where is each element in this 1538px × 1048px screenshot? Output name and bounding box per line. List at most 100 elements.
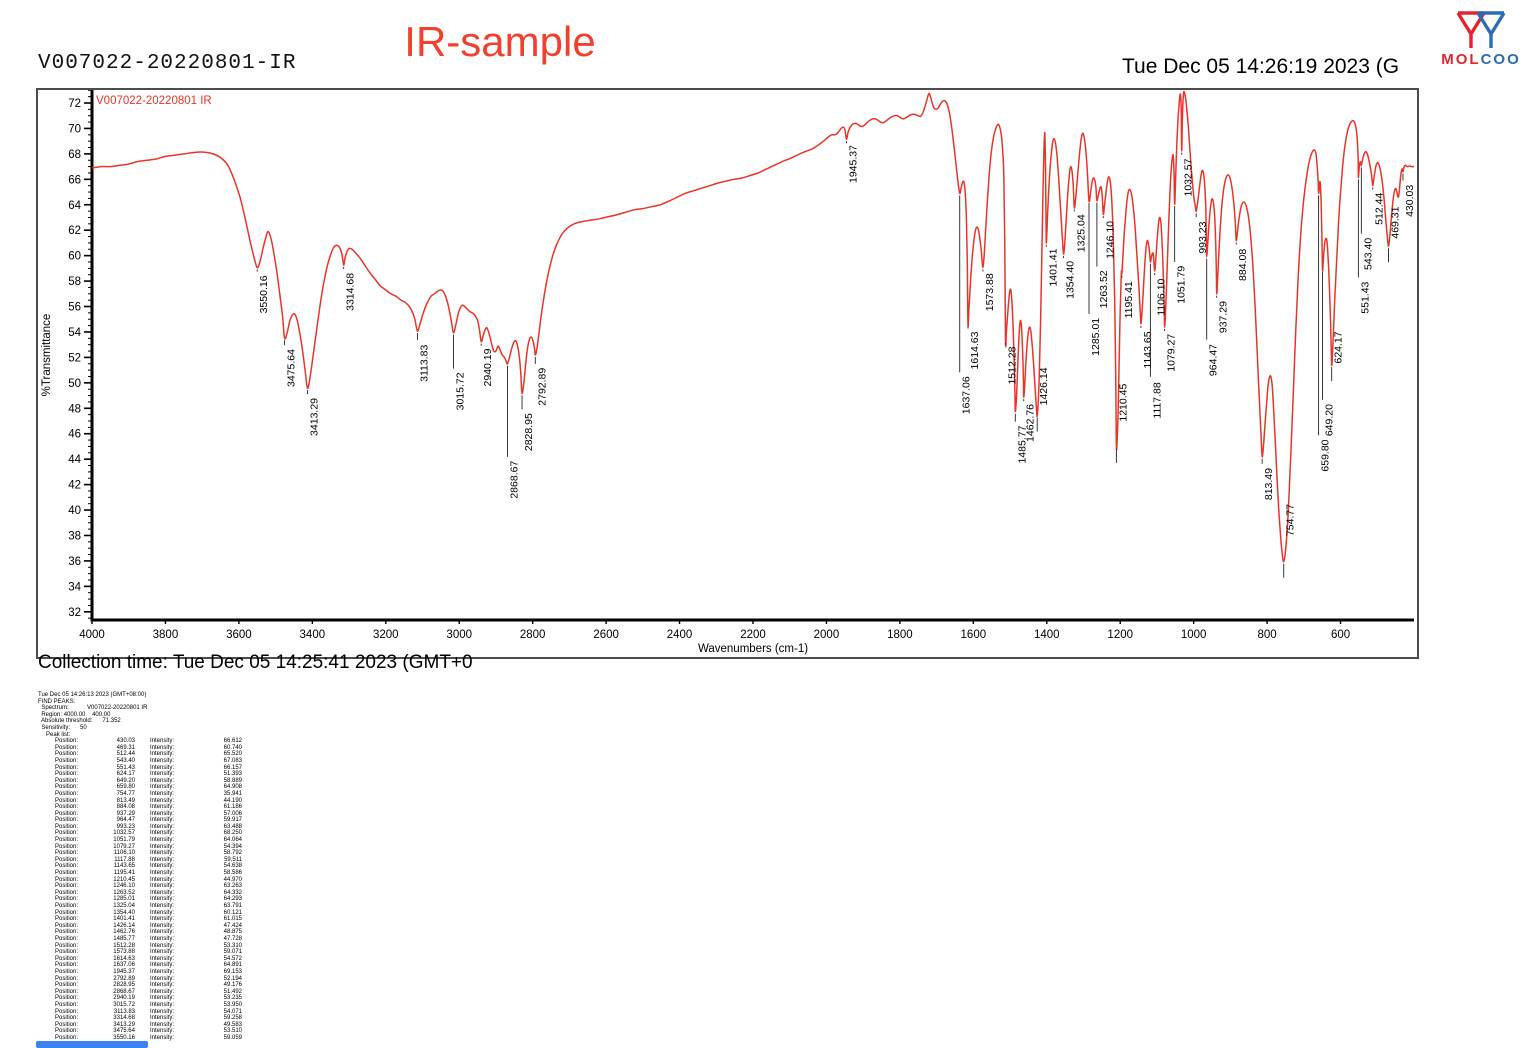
peak-table-row: Position: 1195.41 Intensity: 58.586: [55, 870, 242, 877]
peak-table-row: Position: 543.40 Intensity: 67.083: [55, 757, 242, 764]
peak-table-row: Position: 512.44 Intensity: 65.520: [55, 751, 242, 758]
peak-label: 3475.64: [286, 349, 298, 387]
y-tick-label: 62: [68, 225, 81, 237]
peak-label: 1637.06: [961, 376, 973, 414]
y-tick-label: 52: [68, 352, 81, 364]
x-tick-label: 800: [1258, 629, 1277, 641]
peak-table-row: Position: 624.17 Intensity: 51.393: [55, 771, 242, 778]
y-tick-label: 60: [68, 251, 81, 263]
y-tick-label: 48: [68, 403, 81, 415]
peak-label: 1032.57: [1183, 158, 1195, 196]
x-tick-label: 1000: [1181, 629, 1207, 641]
peak-table-row: Position: 1401.41 Intensity: 61.015: [55, 916, 242, 923]
peak-table-row: Position: 937.29 Intensity: 57.006: [55, 810, 242, 817]
peak-table-row: Position: 1117.88 Intensity: 59.511: [55, 856, 242, 863]
y-tick-label: 54: [68, 327, 81, 339]
peak-table-row: Position: 964.47 Intensity: 59.917: [55, 817, 242, 824]
x-tick-label: 1400: [1034, 629, 1060, 641]
peak-label: 469.31: [1390, 206, 1402, 238]
x-tick-label: 600: [1331, 629, 1350, 641]
peak-table-row: Position: 3475.64 Intensity: 53.510: [55, 1028, 242, 1035]
bottom-scroll-indicator[interactable]: [36, 1041, 148, 1048]
peak-label: 1285.01: [1090, 318, 1102, 356]
peak-table-row: Position: 993.23 Intensity: 63.488: [55, 823, 242, 830]
peak-label: 1210.45: [1117, 384, 1129, 422]
report-timestamp: Tue Dec 05 14:26:19 2023 (G: [1122, 55, 1400, 78]
peak-label: 3550.16: [258, 275, 270, 313]
peak-table-row: Position: 2828.95 Intensity: 49.176: [55, 982, 242, 989]
peak-table-row: Position: 1462.76 Intensity: 48.875: [55, 929, 242, 936]
y-tick-label: 46: [68, 429, 81, 441]
peak-table-row: Position: 1210.45 Intensity: 44.970: [55, 876, 242, 883]
x-tick-label: 2000: [814, 629, 840, 641]
peak-label: 1401.41: [1047, 248, 1059, 286]
peak-label: 3015.72: [454, 372, 466, 410]
x-tick-label: 2400: [667, 629, 693, 641]
y-tick-label: 58: [68, 276, 81, 288]
x-tick-label: 3800: [153, 629, 179, 641]
region-row: Region: 4000.00 400.00: [41, 711, 111, 718]
y-tick-label: 34: [68, 581, 81, 593]
flask-logo-icon: [1456, 11, 1506, 48]
peak-label: 3413.29: [308, 398, 320, 436]
peak-label: 430.03: [1404, 185, 1416, 217]
find-peaks-heading: FIND PEAKS:: [38, 698, 76, 705]
peak-label: 1246.10: [1104, 221, 1116, 259]
peak-table-row: Position: 1637.06 Intensity: 64.891: [55, 962, 242, 969]
x-tick-label: 3000: [446, 629, 472, 641]
peak-label: 937.29: [1218, 301, 1230, 333]
peak-label: 1485.77: [1016, 425, 1028, 463]
peak-label: 659.80: [1320, 439, 1332, 471]
peak-table-row: Position: 3413.29 Intensity: 49.583: [55, 1021, 242, 1028]
peak-label: 964.47: [1208, 344, 1220, 376]
y-tick-label: 32: [68, 607, 81, 619]
peak-table-row: Position: 813.49 Intensity: 44.190: [55, 797, 242, 804]
peak-table-row: Position: 1106.10 Intensity: 58.792: [55, 850, 242, 857]
x-tick-label: 3600: [226, 629, 252, 641]
peak-label: 1512.28: [1007, 346, 1019, 384]
peak-label: 2792.89: [536, 368, 548, 406]
peak-label: 1079.27: [1166, 334, 1178, 372]
y-tick-label: 38: [68, 530, 81, 542]
peak-label: 1195.41: [1123, 281, 1135, 318]
peak-label: 1325.04: [1075, 214, 1087, 252]
peak-table-row: Position: 1079.27 Intensity: 54.394: [55, 843, 242, 850]
peak-label: 1354.40: [1065, 261, 1077, 299]
peak-table-row: Position: 551.43 Intensity: 66.157: [55, 764, 242, 771]
peak-table-row: Position: 659.80 Intensity: 64.908: [55, 784, 242, 791]
peak-table-row: Position: 2792.89 Intensity: 52.194: [55, 975, 242, 982]
peak-label: 551.43: [1359, 281, 1371, 313]
x-tick-label: 4000: [79, 629, 105, 641]
peak-table-row: Position: 3113.83 Intensity: 54.071: [55, 1008, 242, 1015]
peak-label: 2940.19: [482, 348, 494, 386]
peak-label: 649.20: [1323, 404, 1335, 436]
molecoo-logo: MOLCOO: [1438, 10, 1524, 67]
peak-table-row: Position: 1354.40 Intensity: 60.121: [55, 909, 242, 916]
peak-label: 884.08: [1237, 249, 1249, 281]
peak-list-heading: Peak list:: [46, 731, 71, 738]
peak-list-table: Tue Dec 05 14:26:13 2023 (GMT+08:00) FIN…: [38, 692, 242, 1041]
logo-wordmark: MOLCOO: [1438, 52, 1524, 67]
y-tick-label: 66: [68, 174, 81, 186]
peak-table-row: Position: 1512.28 Intensity: 53.310: [55, 942, 242, 949]
peak-table-row: Position: 1614.63 Intensity: 54.572: [55, 955, 242, 962]
peak-table-row: Position: 884.08 Intensity: 61.186: [55, 804, 242, 811]
peak-table-row: Position: 1485.77 Intensity: 47.728: [55, 935, 242, 942]
y-tick-label: 42: [68, 480, 81, 492]
peak-table-row: Position: 1945.37 Intensity: 69.153: [55, 968, 242, 975]
peak-table-row: Position: 1285.01 Intensity: 64.293: [55, 896, 242, 903]
x-tick-label: 1600: [961, 629, 987, 641]
peak-table-row: Position: 1325.04 Intensity: 63.791: [55, 903, 242, 909]
peak-label: 993.23: [1197, 221, 1209, 253]
y-tick-label: 68: [68, 149, 81, 161]
y-tick-label: 72: [68, 98, 81, 110]
peak-label: 624.17: [1333, 331, 1345, 363]
spectrum-row: Spectrum: V007022-20220801 IR: [41, 705, 148, 712]
peak-table-row: Position: 1426.14 Intensity: 47.424: [55, 922, 242, 929]
x-tick-label: 3200: [373, 629, 399, 641]
peak-rows-container: Position: 430.03 Intensity: 66.612 Position:…: [38, 738, 242, 1041]
peak-label: 2868.67: [508, 461, 520, 499]
peak-label: 1051.79: [1176, 266, 1188, 304]
y-tick-label: 50: [68, 378, 81, 390]
y-tick-label: 36: [68, 556, 81, 568]
